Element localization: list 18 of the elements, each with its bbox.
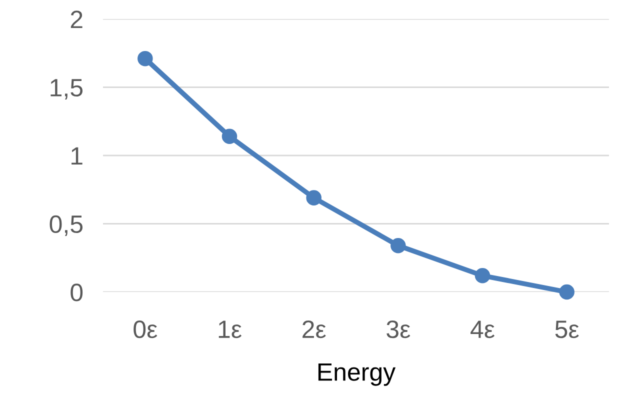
x-tick-label: 3ε xyxy=(386,320,410,338)
y-tick-label: 1,5 xyxy=(50,79,83,100)
point xyxy=(306,190,322,206)
point xyxy=(474,268,490,284)
x-tick-label: 1ε xyxy=(218,320,242,338)
x-tick-label: 2ε xyxy=(302,320,326,338)
y-tick-label: 0 xyxy=(70,284,83,302)
x-tick-label: 5ε xyxy=(555,320,579,338)
point xyxy=(222,128,238,144)
point xyxy=(559,284,574,300)
x-tick-label: 0ε xyxy=(134,320,158,338)
y-tick-label: 0,5 xyxy=(50,215,83,236)
point xyxy=(390,238,406,254)
y-tick-label: 2 xyxy=(70,10,82,28)
x-tick-label: 4ε xyxy=(470,320,495,338)
y-tick-label: 1 xyxy=(72,147,82,165)
x-axis-title: Energy xyxy=(318,363,396,386)
point xyxy=(138,50,153,66)
